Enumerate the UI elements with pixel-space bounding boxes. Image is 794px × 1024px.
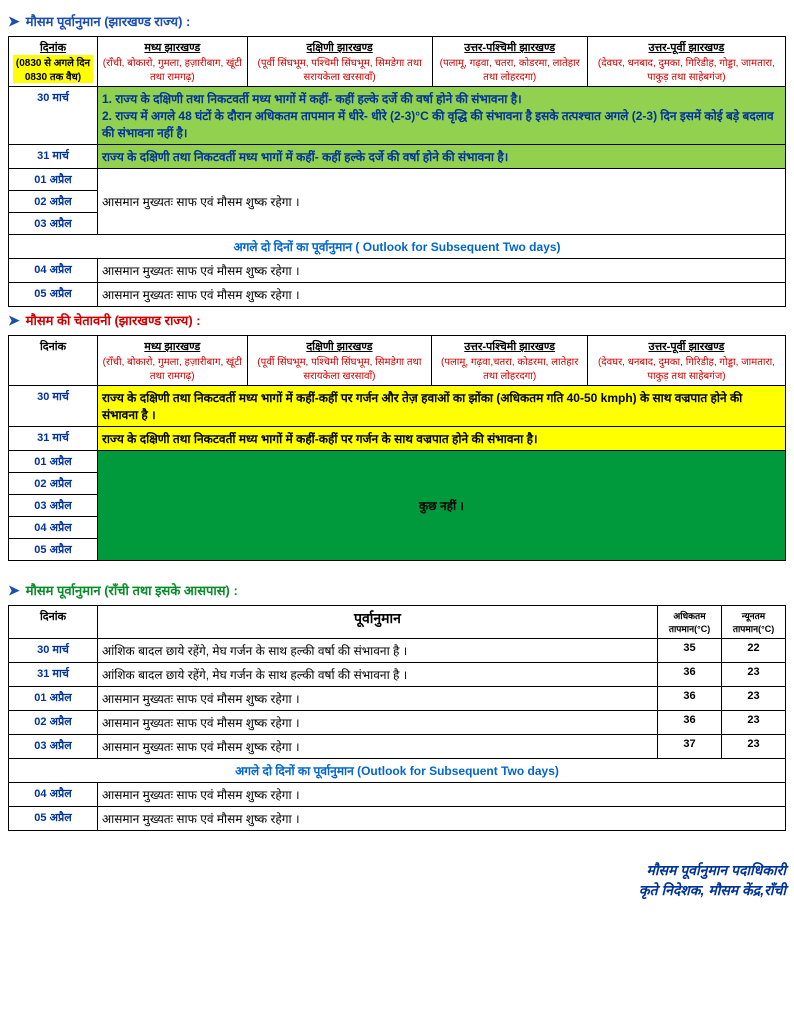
table-row: 01 अप्रैलआसमान मुख्यतः साफ एवं मौसम शुष्…	[9, 687, 786, 711]
forecast-state-table: दिनांक (0830 से अगले दिन 0830 तक वैध) मध…	[8, 36, 786, 307]
forecast-text: आसमान मुख्यतः साफ एवं मौसम शुष्क रहेगा ।	[98, 283, 786, 307]
table-row: 04 अप्रैलआसमान मुख्यतः साफ एवं मौसम शुष्…	[9, 259, 786, 283]
warning-table: दिनांक मध्य झारखण्ड(राँची, बोकारो, गुमला…	[8, 335, 786, 561]
table-row: 31 मार्चराज्य के दक्षिणी तथा निकटवर्ती म…	[9, 427, 786, 451]
table-row: 31 मार्च राज्य के दक्षिणी तथा निकटवर्ती …	[9, 145, 786, 169]
footer-signature: मौसम पूर्वानुमान पदाधिकारी कृते निदेशक, …	[8, 861, 786, 900]
section1-header: ➤ मौसम पूर्वानुमान (झारखण्ड राज्य) :	[8, 12, 786, 30]
forecast-ranchi-table: दिनांक पूर्वानुमान अधिकतम तापमान(°C) न्य…	[8, 605, 786, 831]
section3-title: मौसम पूर्वानुमान (राँची तथा इसके आसपास) …	[26, 581, 238, 599]
col-date: दिनांक	[9, 336, 98, 386]
table-row: 01 अप्रैलआसमान मुख्यतः साफ एवं मौसम शुष्…	[9, 169, 786, 191]
col-region2: दक्षिणी झारखण्ड(पूर्वी सिंघभूम, पश्चिमी …	[247, 37, 432, 87]
col-region3: उत्तर-पश्चिमी झारखण्ड(पलामू, गढ़वा,चतरा,…	[432, 336, 588, 386]
col-region3: उत्तर-पश्चिमी झारखण्ड(पलामू, गढ़वा, चतरा…	[432, 37, 587, 87]
forecast-text: राज्य के दक्षिणी तथा निकटवर्ती मध्य भागो…	[98, 145, 786, 169]
col-date: दिनांक (0830 से अगले दिन 0830 तक वैध)	[9, 37, 98, 87]
col-region1: मध्य झारखण्ड(राँची, बोकारो, गुमला, हज़ार…	[98, 336, 248, 386]
col-region4: उत्तर-पूर्वी झारखण्ड(देवघर, धनबाद, दुमका…	[587, 336, 785, 386]
table-row: 30 मार्चराज्य के दक्षिणी तथा निकटवर्ती म…	[9, 386, 786, 427]
warning-text: राज्य के दक्षिणी तथा निकटवर्ती मध्य भागो…	[98, 427, 786, 451]
col-min-temp: न्यूनतम तापमान(°C)	[722, 606, 786, 639]
section1-title: मौसम पूर्वानुमान (झारखण्ड राज्य) :	[26, 12, 191, 30]
table-row: 05 अप्रैलआसमान मुख्यतः साफ एवं मौसम शुष्…	[9, 283, 786, 307]
table-row: 01 अप्रैलकुछ नहीं ।	[9, 451, 786, 473]
table-row: 02 अप्रैलआसमान मुख्यतः साफ एवं मौसम शुष्…	[9, 711, 786, 735]
table-row: 03 अप्रैलआसमान मुख्यतः साफ एवं मौसम शुष्…	[9, 735, 786, 759]
col-region2: दक्षिणी झारखण्ड(पूर्वी सिंघभूम, पश्चिमी …	[247, 336, 432, 386]
forecast-text: 1. राज्य के दक्षिणी तथा निकटवर्ती मध्य भ…	[98, 87, 786, 145]
col-region4: उत्तर-पूर्वी झारखण्ड(देवघर, धनबाद, दुमका…	[587, 37, 785, 87]
footer-line2: कृते निदेशक, मौसम केंद्र,राँची	[8, 881, 786, 901]
col-date: दिनांक	[9, 606, 98, 639]
section2-header: ➤ मौसम की चेतावनी (झारखण्ड राज्य) :	[8, 311, 786, 329]
forecast-text: आसमान मुख्यतः साफ एवं मौसम शुष्क रहेगा ।	[98, 169, 786, 235]
warning-text: राज्य के दक्षिणी तथा निकटवर्ती मध्य भागो…	[98, 386, 786, 427]
outlook-row: अगले दो दिनों का पूर्वानुमान ( Outlook f…	[9, 235, 786, 259]
section2-title: मौसम की चेतावनी (झारखण्ड राज्य) :	[26, 311, 201, 329]
forecast-text: आसमान मुख्यतः साफ एवं मौसम शुष्क रहेगा ।	[98, 259, 786, 283]
table-row: 31 मार्चआंशिक बादल छाये रहेंगे, मेघ गर्ज…	[9, 663, 786, 687]
table-row: 30 मार्चआंशिक बादल छाये रहेंगे, मेघ गर्ज…	[9, 639, 786, 663]
arrow-icon: ➤	[8, 312, 20, 329]
arrow-icon: ➤	[8, 582, 20, 599]
col-forecast: पूर्वानुमान	[98, 606, 658, 639]
table-row: 05 अप्रैलआसमान मुख्यतः साफ एवं मौसम शुष्…	[9, 807, 786, 831]
arrow-icon: ➤	[8, 13, 20, 30]
outlook-row: अगले दो दिनों का पूर्वानुमान (Outlook fo…	[9, 759, 786, 783]
table-row: 04 अप्रैलआसमान मुख्यतः साफ एवं मौसम शुष्…	[9, 783, 786, 807]
section3-header: ➤ मौसम पूर्वानुमान (राँची तथा इसके आसपास…	[8, 581, 786, 599]
col-max-temp: अधिकतम तापमान(°C)	[658, 606, 722, 639]
footer-line1: मौसम पूर्वानुमान पदाधिकारी	[8, 861, 786, 881]
no-warning: कुछ नहीं ।	[98, 451, 786, 561]
col-region1: मध्य झारखण्ड(राँची, बोकारो, गुमला, हज़ार…	[98, 37, 248, 87]
table-row: 30 मार्च 1. राज्य के दक्षिणी तथा निकटवर्…	[9, 87, 786, 145]
